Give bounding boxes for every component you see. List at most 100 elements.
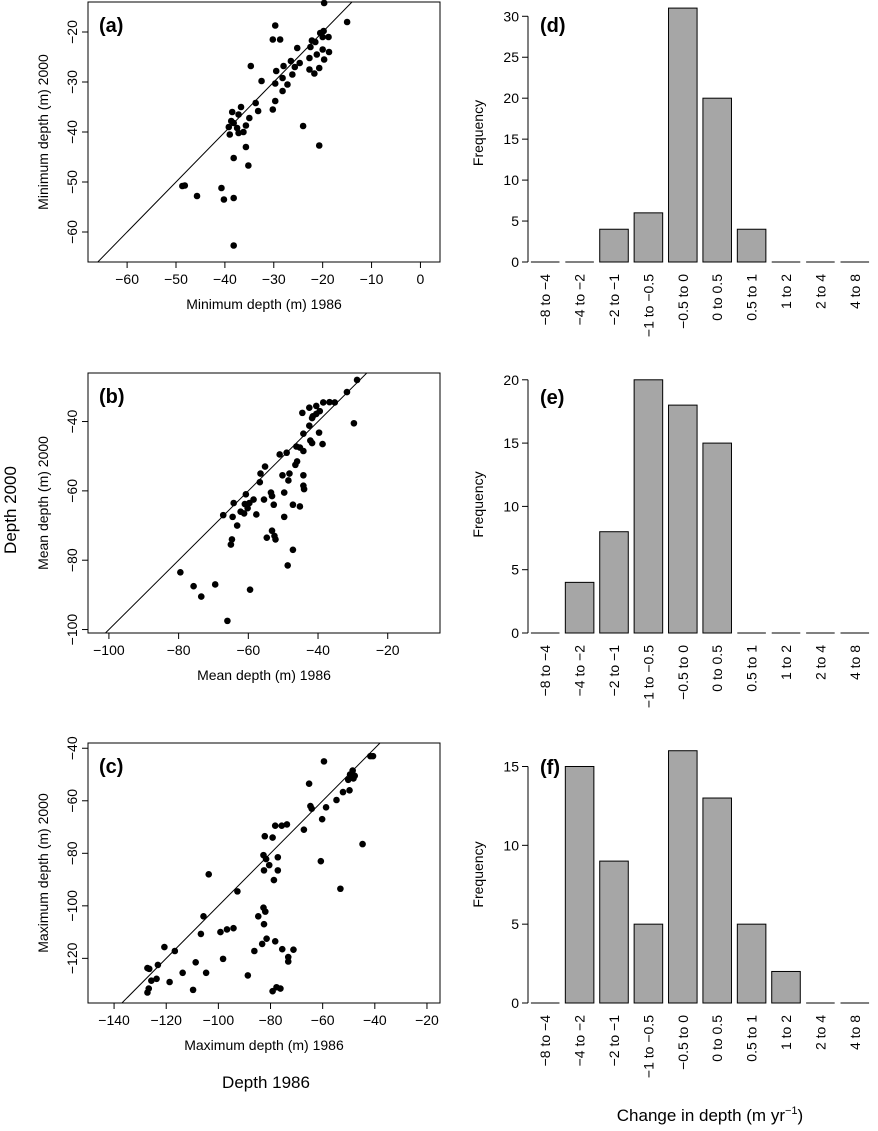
x-tick-label: −20 [311,271,335,287]
category-label: 1 to 2 [778,274,794,309]
data-point [306,66,313,73]
data-point [289,546,297,554]
data-point [235,129,242,137]
bar [771,970,801,1004]
category-label: 0.5 to 1 [744,645,760,692]
data-point [299,122,307,130]
x-tick-label: −40 [363,1012,387,1028]
y-tick-label: 10 [503,837,519,853]
data-point [325,33,332,41]
data-point [319,46,326,53]
data-point [359,840,366,848]
data-point [234,888,241,895]
data-point [171,947,179,955]
data-point [300,430,307,437]
x-axis-title: Minimum depth (m) 1986 [186,296,342,312]
panel-label: (c) [99,756,123,778]
x-axis-title: Maximum depth (m) 1986 [184,1037,344,1053]
y-tick-label: −100 [64,890,80,922]
bar [633,379,664,634]
data-point [276,36,284,43]
x-tick-label: −30 [262,271,286,287]
bar [633,923,664,1004]
category-label: −4 to −2 [572,274,588,326]
y-tick-label: −60 [64,789,80,813]
data-point [226,131,234,138]
y-axis-title: Frequency [470,100,486,166]
data-point [269,834,276,841]
data-point [319,399,327,406]
panel-b: −100 −80 −60 −40 −20 −100 −80 −60 −40 Mean depth … [35,372,441,683]
data-point [230,154,237,162]
data-point [233,522,241,529]
data-point [192,958,199,966]
data-point [237,103,245,111]
bar [564,581,595,634]
data-point [245,162,252,169]
category-label: −8 to −4 [537,1015,553,1067]
data-point [322,804,330,811]
x-tick-label: −10 [360,271,384,287]
data-point [279,471,286,479]
data-point [271,80,279,87]
data-point [287,57,295,65]
data-point [148,977,155,984]
panel-e: 0 5 10 15 20 −8 to −4 −4 to −2 −2 to −1 −1 to −0… [470,372,870,708]
panel-label: (a) [99,15,123,37]
data-point [319,440,326,448]
panel-f: 0 5 10 15 −8 to −4 −4 to −2 −2 to −1 −1 to −0.5… [470,750,870,1078]
data-point [251,947,258,955]
category-label: 2 to 4 [812,1015,828,1050]
y-tick-label: −100 [64,614,80,646]
category-label: 0.5 to 1 [744,274,760,321]
category-label: 0.5 to 1 [744,1015,760,1062]
bar [736,228,767,263]
category-label: 4 to 8 [847,274,863,309]
bar [599,531,629,634]
category-label: −8 to −4 [537,645,553,697]
data-point [166,978,173,986]
panel-c: −140 −120 −100 −80 −60 −40 −20 −120 −100 −80 −60 −4… [35,736,441,1053]
data-point [337,885,344,893]
panel-d: 0 5 10 15 20 25 30 −8 to −4 −4 to −2 −2 to −1 −1 t… [470,7,870,337]
data-point [254,107,262,115]
data-point [189,986,197,994]
y-tick-label: 20 [503,372,519,388]
data-point [306,404,313,411]
category-label: −2 to −1 [606,1015,622,1067]
data-point [257,470,264,477]
data-point [346,786,353,794]
data-point [325,48,333,56]
data-point [278,822,286,830]
data-point [315,429,323,436]
y-tick-label: −40 [64,409,80,433]
data-point [307,43,314,51]
data-point [283,449,290,457]
data-point [317,857,325,865]
y-tick-label: −40 [64,736,80,760]
y-tick-label: 10 [503,498,519,514]
panels: −60 −50 −40 −30 −20 −10 0−60−50−40−30−20Minimu… [35,0,870,1078]
data-point [254,913,262,920]
data-point [270,876,278,884]
bar [633,212,664,263]
panel-label: (d) [540,15,566,37]
data-point [224,617,231,625]
data-point [253,511,260,518]
category-label: −0.5 to 0 [675,274,691,329]
category-label: −4 to −2 [572,645,588,697]
data-point [277,985,284,992]
data-point [307,802,314,810]
category-label: 0 to 0.5 [709,645,725,692]
x-axis-title: Mean depth (m) 1986 [197,667,331,683]
data-point [306,54,313,62]
bar [668,404,698,634]
data-point [223,926,231,933]
y-tick-label: 0 [511,995,519,1011]
category-label: 0 to 0.5 [709,274,725,321]
category-label: −2 to −1 [606,645,622,697]
data-point [269,36,277,43]
data-point [299,409,306,417]
data-point [306,422,313,429]
plot-frame [87,1,441,263]
